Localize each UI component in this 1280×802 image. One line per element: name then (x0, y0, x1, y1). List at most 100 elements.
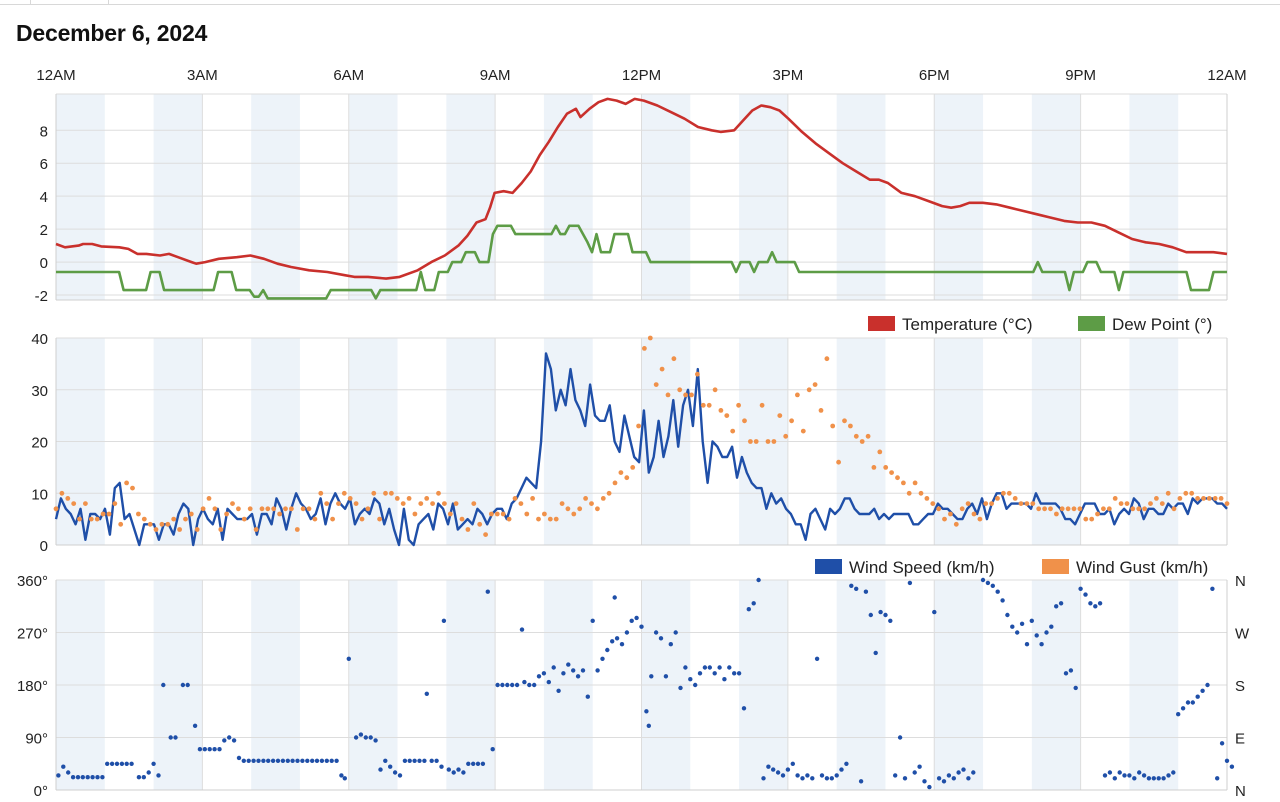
wind-direction-dot (575, 674, 581, 679)
wind-direction-dot (319, 758, 325, 763)
wind-gust-dot (571, 511, 577, 517)
wind-direction-dot (1039, 642, 1044, 647)
wind-direction-dot (314, 758, 320, 763)
wind-gust-dot (912, 480, 918, 486)
wind-gust-dot (312, 516, 318, 522)
wind-direction-dot (185, 682, 190, 688)
wind-direction-dot (790, 761, 795, 766)
wind-gust-dot (918, 490, 924, 496)
wind-gust-dot (247, 506, 253, 512)
wind-direction-dot (854, 586, 859, 591)
wind-gust-dot (630, 465, 636, 470)
wind-direction-dot (434, 758, 439, 763)
wind-gust-dot (665, 392, 671, 398)
wind-direction-dot (646, 723, 651, 728)
wind-gust-dot (294, 527, 300, 532)
wind-direction-dot (266, 758, 271, 763)
wind-direction-dot (858, 779, 864, 784)
wind-direction-dot (922, 779, 927, 784)
wind-direction-dot (388, 764, 393, 769)
wind-direction-dot (605, 647, 610, 653)
wind-gust-dot (1165, 490, 1171, 496)
wind-gust-dot (818, 408, 824, 413)
wind-gust-dot (606, 490, 612, 496)
wind-gust-dot (871, 465, 877, 470)
wind-gust-dot (171, 516, 177, 522)
wind-direction-dot (392, 770, 398, 775)
wind-direction-dot (1161, 776, 1166, 781)
wind-gust-dot (424, 496, 430, 501)
wind-gust-dot (895, 475, 900, 481)
time-axis-labels: 12AM 3AM 6AM 9AM 12PM 3PM 6PM 9PM 12AM (36, 67, 1246, 84)
wind-gust-dot (389, 490, 394, 496)
wind-direction-dot (241, 758, 246, 763)
wind-direction-dot (756, 577, 761, 583)
wind-gust-dot (1130, 506, 1136, 512)
wind-gust-dot (795, 392, 800, 398)
wind-direction-dot (1176, 712, 1181, 717)
wind-direction-dot (275, 758, 281, 763)
wind-direction-dot (697, 671, 703, 676)
wind-gust-dot (848, 423, 853, 429)
wind-direction-dot (556, 688, 561, 693)
wind-gust-dot (924, 496, 930, 501)
wind-direction-dot (532, 682, 537, 688)
y-tick-label: 0 (40, 255, 48, 272)
wind-direction-dot (736, 671, 742, 676)
wind-gust-dot (883, 465, 889, 470)
wind-gust-dot (347, 496, 353, 501)
wind-gust-dot (83, 501, 88, 506)
wind-gust-dot (88, 516, 94, 522)
wind-gust-dot (1171, 506, 1177, 512)
wind-gust-dot (412, 511, 418, 517)
wind-gust-dot (318, 490, 324, 496)
wind-direction-dot (236, 755, 242, 761)
tab-second[interactable] (30, 0, 109, 4)
wind-direction-dot (105, 761, 110, 766)
wind-direction-dot (595, 668, 600, 673)
wind-direction-dot (75, 775, 81, 780)
wind-gust-dot (353, 501, 359, 506)
wind-direction-dot (429, 758, 434, 763)
wind-direction-dot (141, 775, 146, 780)
hour-band (543, 94, 593, 300)
wind-gust-dot (277, 511, 282, 517)
wind-direction-dot (800, 776, 805, 781)
wind-direction-dot (634, 615, 639, 621)
wind-direction-dot (1117, 770, 1122, 775)
wind-gust-dot (642, 346, 647, 351)
wind-gust-dot (700, 402, 706, 408)
wind-gust-dot (477, 521, 483, 527)
y-tick-label: 6 (40, 156, 48, 173)
wind-gust-dot (394, 496, 400, 501)
wind-direction-dot (290, 758, 295, 763)
wind-direction-dot (863, 589, 869, 594)
wind-direction-dot (231, 738, 237, 743)
time-tick-label: 12AM (1207, 67, 1246, 84)
wind-gust-dot (377, 516, 382, 522)
wind-direction-dot (109, 761, 115, 766)
wind-direction-dot (1215, 776, 1220, 781)
wind-direction-y-axis: 0° 90° 180° 270° 360° (17, 573, 48, 800)
wind-direction-dot (712, 671, 717, 676)
wind-direction-dot (990, 583, 995, 588)
wind-gust-dot (600, 496, 606, 501)
wind-gust-dot (1189, 490, 1195, 496)
y-tick-label: 90° (25, 731, 48, 748)
wind-direction-dot (334, 758, 339, 763)
wind-gust-dot (500, 511, 506, 517)
wind-gust-dot (336, 501, 341, 506)
wind-direction-dot (439, 764, 444, 769)
wind-direction-dot (124, 761, 129, 766)
wind-direction-dot (688, 677, 693, 682)
wind-direction-dot (151, 761, 156, 766)
wind-gust-dot (330, 516, 335, 522)
tab-left[interactable] (0, 0, 31, 4)
wind-gust-dot (812, 382, 818, 387)
wind-gust-dot (141, 516, 147, 522)
compass-label: N (1235, 573, 1246, 590)
wind-direction-dot (551, 665, 556, 670)
wind-direction-dot (795, 773, 800, 778)
wind-gust-dot (194, 527, 200, 532)
wind-gust-dot (512, 496, 518, 501)
